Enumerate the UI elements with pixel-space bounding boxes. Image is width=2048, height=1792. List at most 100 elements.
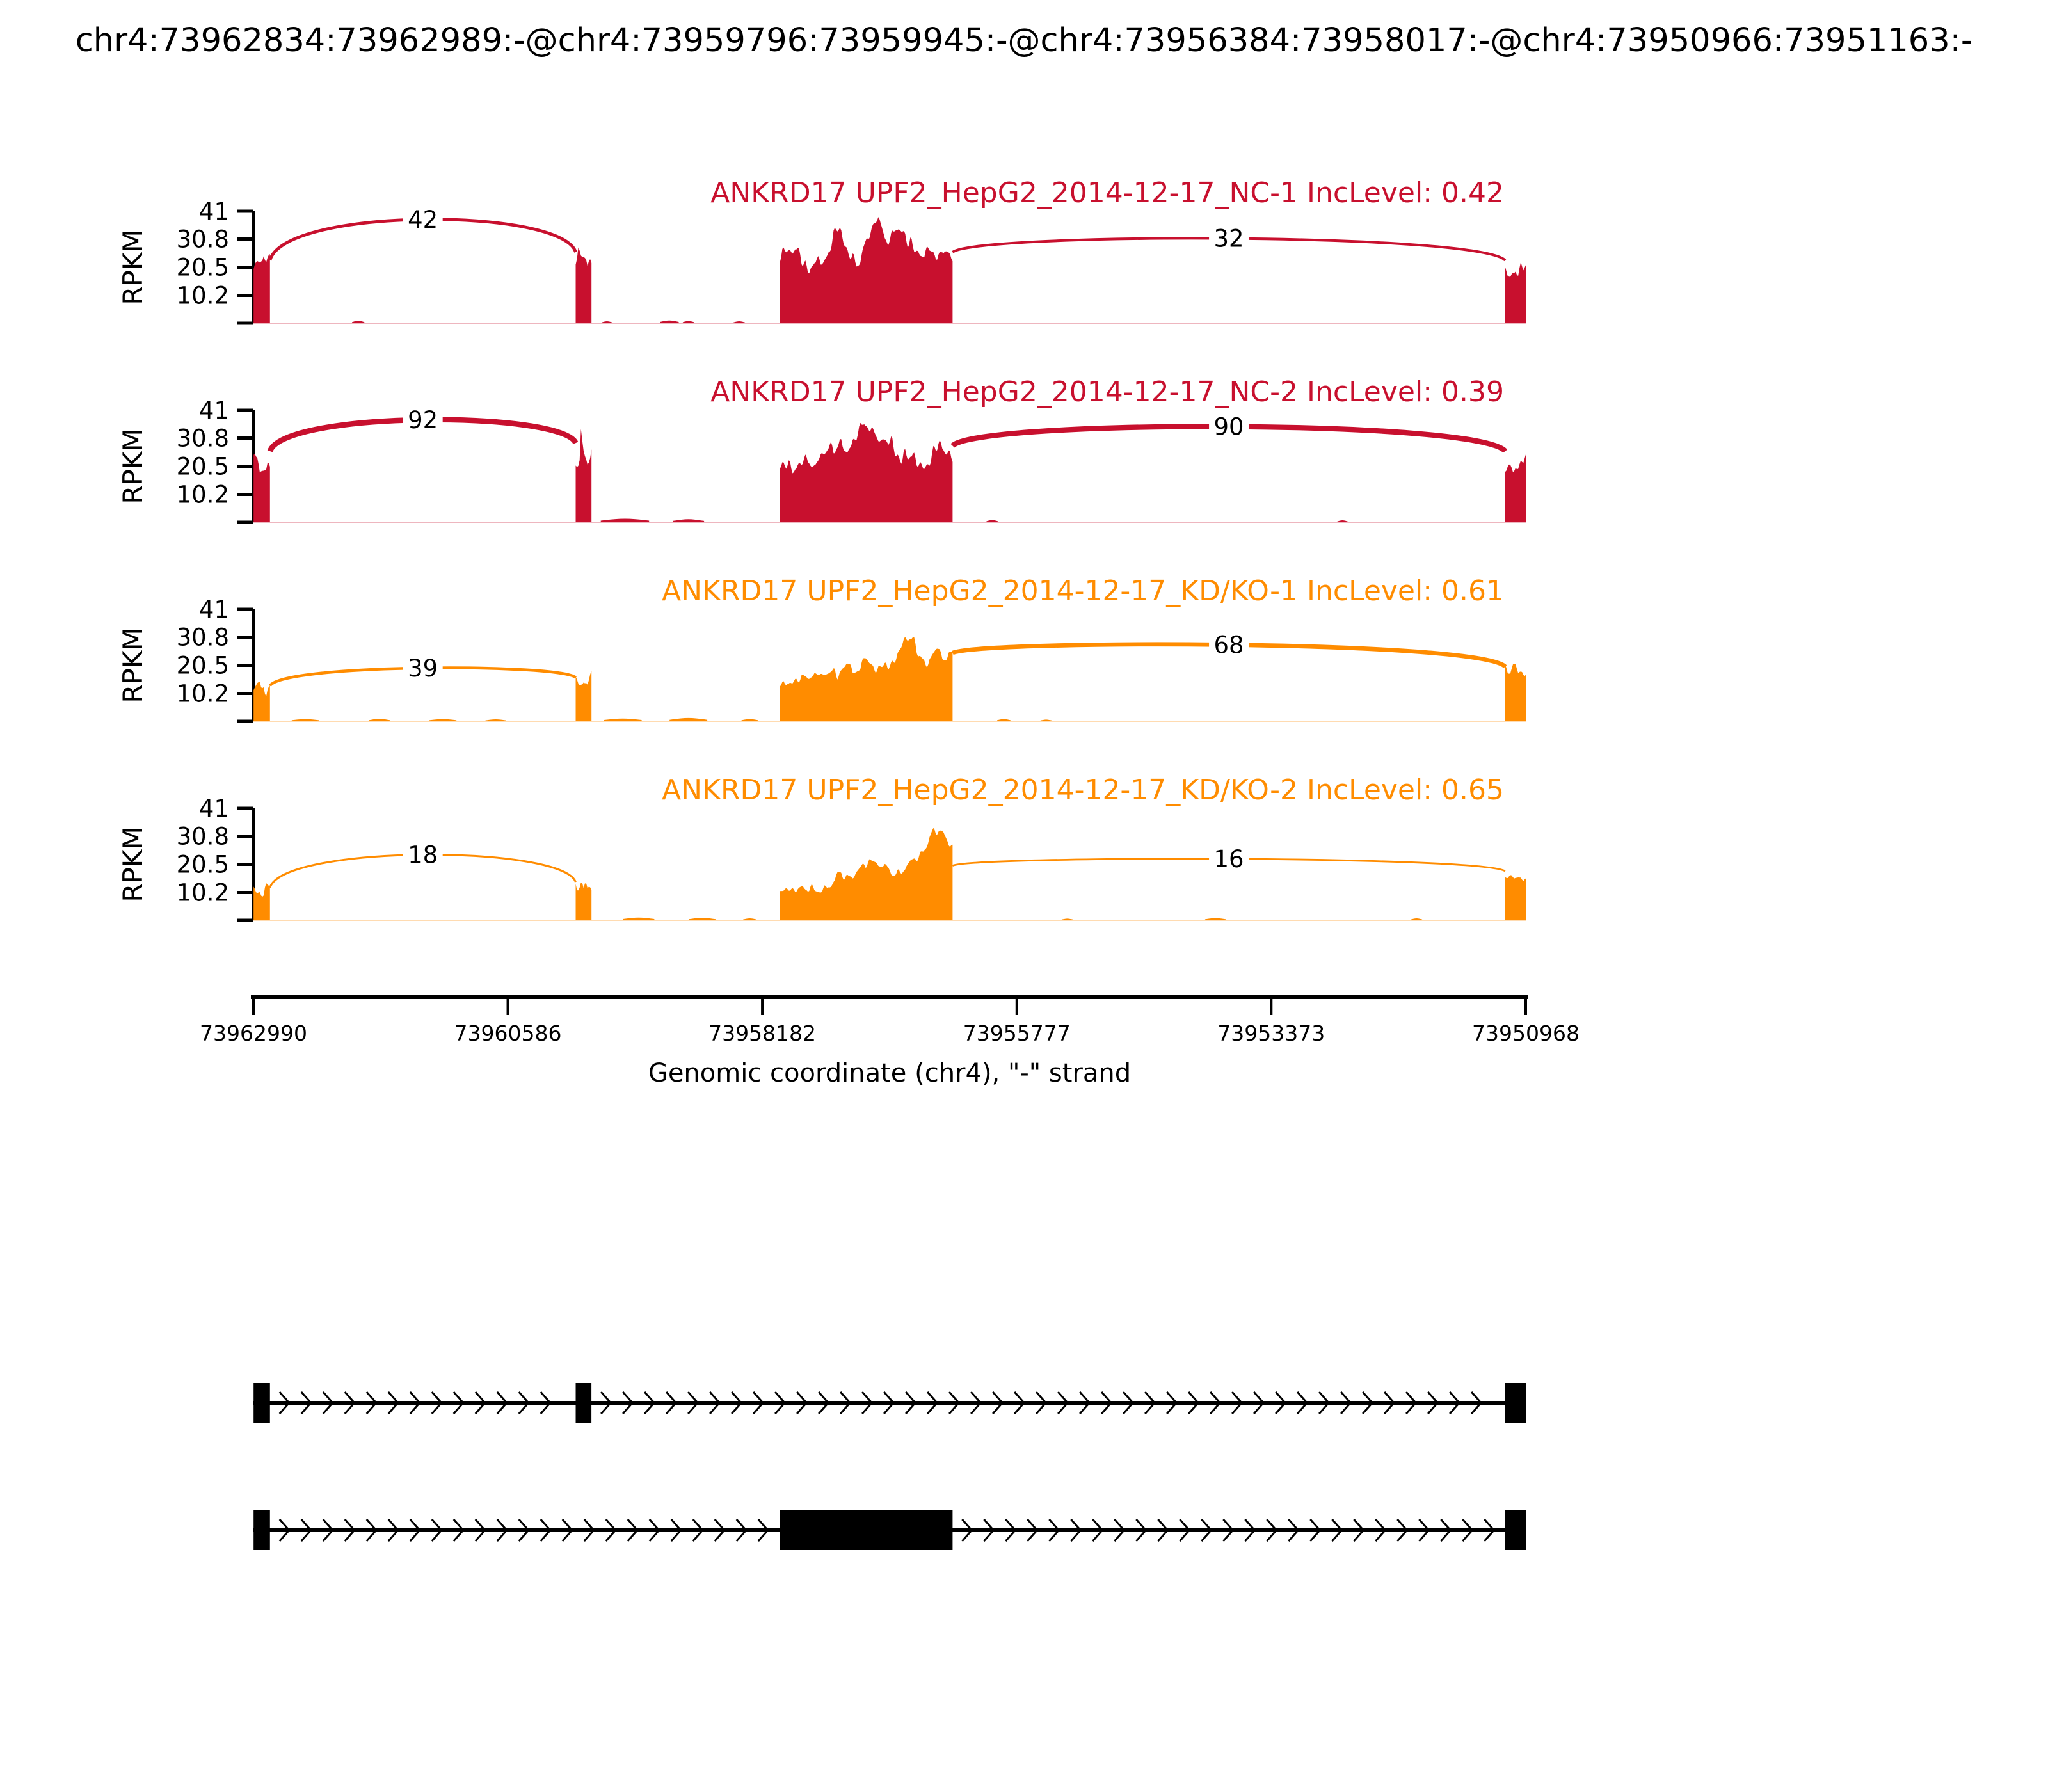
intron-arrow xyxy=(387,1391,399,1414)
coverage-noise xyxy=(602,321,612,323)
junction-count-label: 90 xyxy=(1214,413,1244,441)
intron-arrow xyxy=(883,1391,895,1414)
intron-arrow xyxy=(644,1391,655,1414)
intron-arrow xyxy=(714,1519,725,1542)
coverage-noise xyxy=(1040,719,1052,721)
x-axis-tick-label: 73962990 xyxy=(200,1021,307,1046)
gene-model-exon xyxy=(780,1510,953,1550)
gene-model-exon xyxy=(253,1510,270,1550)
coverage-area xyxy=(575,247,592,323)
y-axis-tick-label: 30.8 xyxy=(177,624,229,652)
coverage-noise xyxy=(429,719,457,721)
y-axis-title: RPKM xyxy=(117,428,148,504)
x-axis-tick-label: 73960586 xyxy=(454,1021,562,1046)
intron-arrow xyxy=(474,1391,486,1414)
intron-arrow xyxy=(300,1519,312,1542)
y-axis-tick-label: 30.8 xyxy=(177,425,229,452)
intron-arrow xyxy=(861,1391,873,1414)
intron-arrow xyxy=(431,1391,442,1414)
intron-arrow xyxy=(692,1519,703,1542)
intron-arrow xyxy=(970,1391,982,1414)
coverage-noise xyxy=(733,321,745,323)
y-axis-tick-label: 41 xyxy=(199,198,229,225)
intron-arrow xyxy=(1210,1391,1221,1414)
intron-arrow xyxy=(409,1519,420,1542)
coverage-noise xyxy=(291,719,319,721)
junction-label-gap xyxy=(1209,844,1249,873)
intron-arrow xyxy=(1318,1391,1330,1414)
intron-arrow xyxy=(796,1391,808,1414)
intron-arrow xyxy=(1309,1519,1321,1542)
coverage-area xyxy=(253,883,270,920)
coverage-noise xyxy=(369,719,390,721)
intron-arrow xyxy=(1101,1391,1112,1414)
coverage-noise xyxy=(669,717,708,721)
coverage-noise xyxy=(986,520,998,522)
y-axis-tick-label: 41 xyxy=(199,795,229,822)
intron-arrow xyxy=(1188,1391,1199,1414)
coverage-area xyxy=(1505,875,1526,920)
intron-arrow xyxy=(344,1519,355,1542)
junction-label-gap xyxy=(403,405,443,434)
coverage-area xyxy=(253,254,270,323)
junction-label-gap xyxy=(403,205,443,234)
intron-arrow xyxy=(622,1391,634,1414)
intron-arrow xyxy=(1027,1519,1038,1542)
intron-arrow xyxy=(1036,1391,1047,1414)
intron-arrow xyxy=(1070,1519,1082,1542)
intron-arrow xyxy=(983,1519,995,1542)
intron-arrow xyxy=(1166,1391,1178,1414)
intron-arrow xyxy=(961,1519,973,1542)
intron-arrow xyxy=(905,1391,916,1414)
x-axis-tick-label: 73958182 xyxy=(708,1021,816,1046)
intron-arrow xyxy=(1157,1519,1169,1542)
intron-arrow xyxy=(1375,1519,1386,1542)
x-axis-title: Genomic coordinate (chr4), "-" strand xyxy=(648,1059,1131,1088)
junction-count-label: 92 xyxy=(408,406,438,434)
intron-arrow xyxy=(600,1391,612,1414)
intron-arrow xyxy=(1005,1519,1016,1542)
coverage-noise xyxy=(682,321,694,323)
y-axis-tick-label: 10.2 xyxy=(177,282,229,309)
intron-arrow xyxy=(1384,1391,1395,1414)
intron-arrow xyxy=(1362,1391,1373,1414)
y-axis-tick-label: 41 xyxy=(199,596,229,623)
intron-arrow xyxy=(1266,1519,1277,1542)
intron-arrow xyxy=(518,1519,529,1542)
intron-arrow xyxy=(1253,1391,1265,1414)
junction-label-gap xyxy=(1209,412,1249,441)
intron-arrow xyxy=(1331,1519,1343,1542)
intron-arrow xyxy=(1449,1391,1460,1414)
gene-model-exon xyxy=(253,1383,270,1423)
coverage-area xyxy=(253,682,270,721)
y-axis-tick-label: 10.2 xyxy=(177,879,229,906)
junction-count-label: 18 xyxy=(408,842,438,869)
intron-arrow xyxy=(278,1519,290,1542)
intron-arrow xyxy=(1275,1391,1286,1414)
intron-arrow xyxy=(540,1519,551,1542)
intron-arrow xyxy=(365,1391,377,1414)
junction-label-gap xyxy=(403,653,443,682)
coverage-noise xyxy=(600,518,650,522)
intron-arrow xyxy=(648,1519,660,1542)
y-axis-tick-label: 10.2 xyxy=(177,481,229,508)
intron-arrow xyxy=(927,1391,938,1414)
coverage-noise xyxy=(352,321,365,323)
intron-arrow xyxy=(670,1519,682,1542)
intron-arrow xyxy=(322,1391,333,1414)
junction-count-label: 42 xyxy=(408,206,438,234)
intron-arrow xyxy=(496,1519,508,1542)
junction-label-gap xyxy=(1209,224,1249,253)
intron-arrow xyxy=(757,1519,769,1542)
intron-arrow xyxy=(1340,1391,1352,1414)
intron-arrow xyxy=(322,1519,333,1542)
intron-arrow xyxy=(496,1391,508,1414)
x-axis-tick-label: 73950968 xyxy=(1472,1021,1580,1046)
coverage-noise xyxy=(1337,520,1348,522)
junction-count-label: 39 xyxy=(408,655,438,682)
intron-arrow xyxy=(627,1519,638,1542)
intron-arrow xyxy=(278,1391,290,1414)
coverage-noise xyxy=(660,320,679,323)
intron-arrow xyxy=(1427,1391,1439,1414)
intron-arrow xyxy=(387,1519,399,1542)
